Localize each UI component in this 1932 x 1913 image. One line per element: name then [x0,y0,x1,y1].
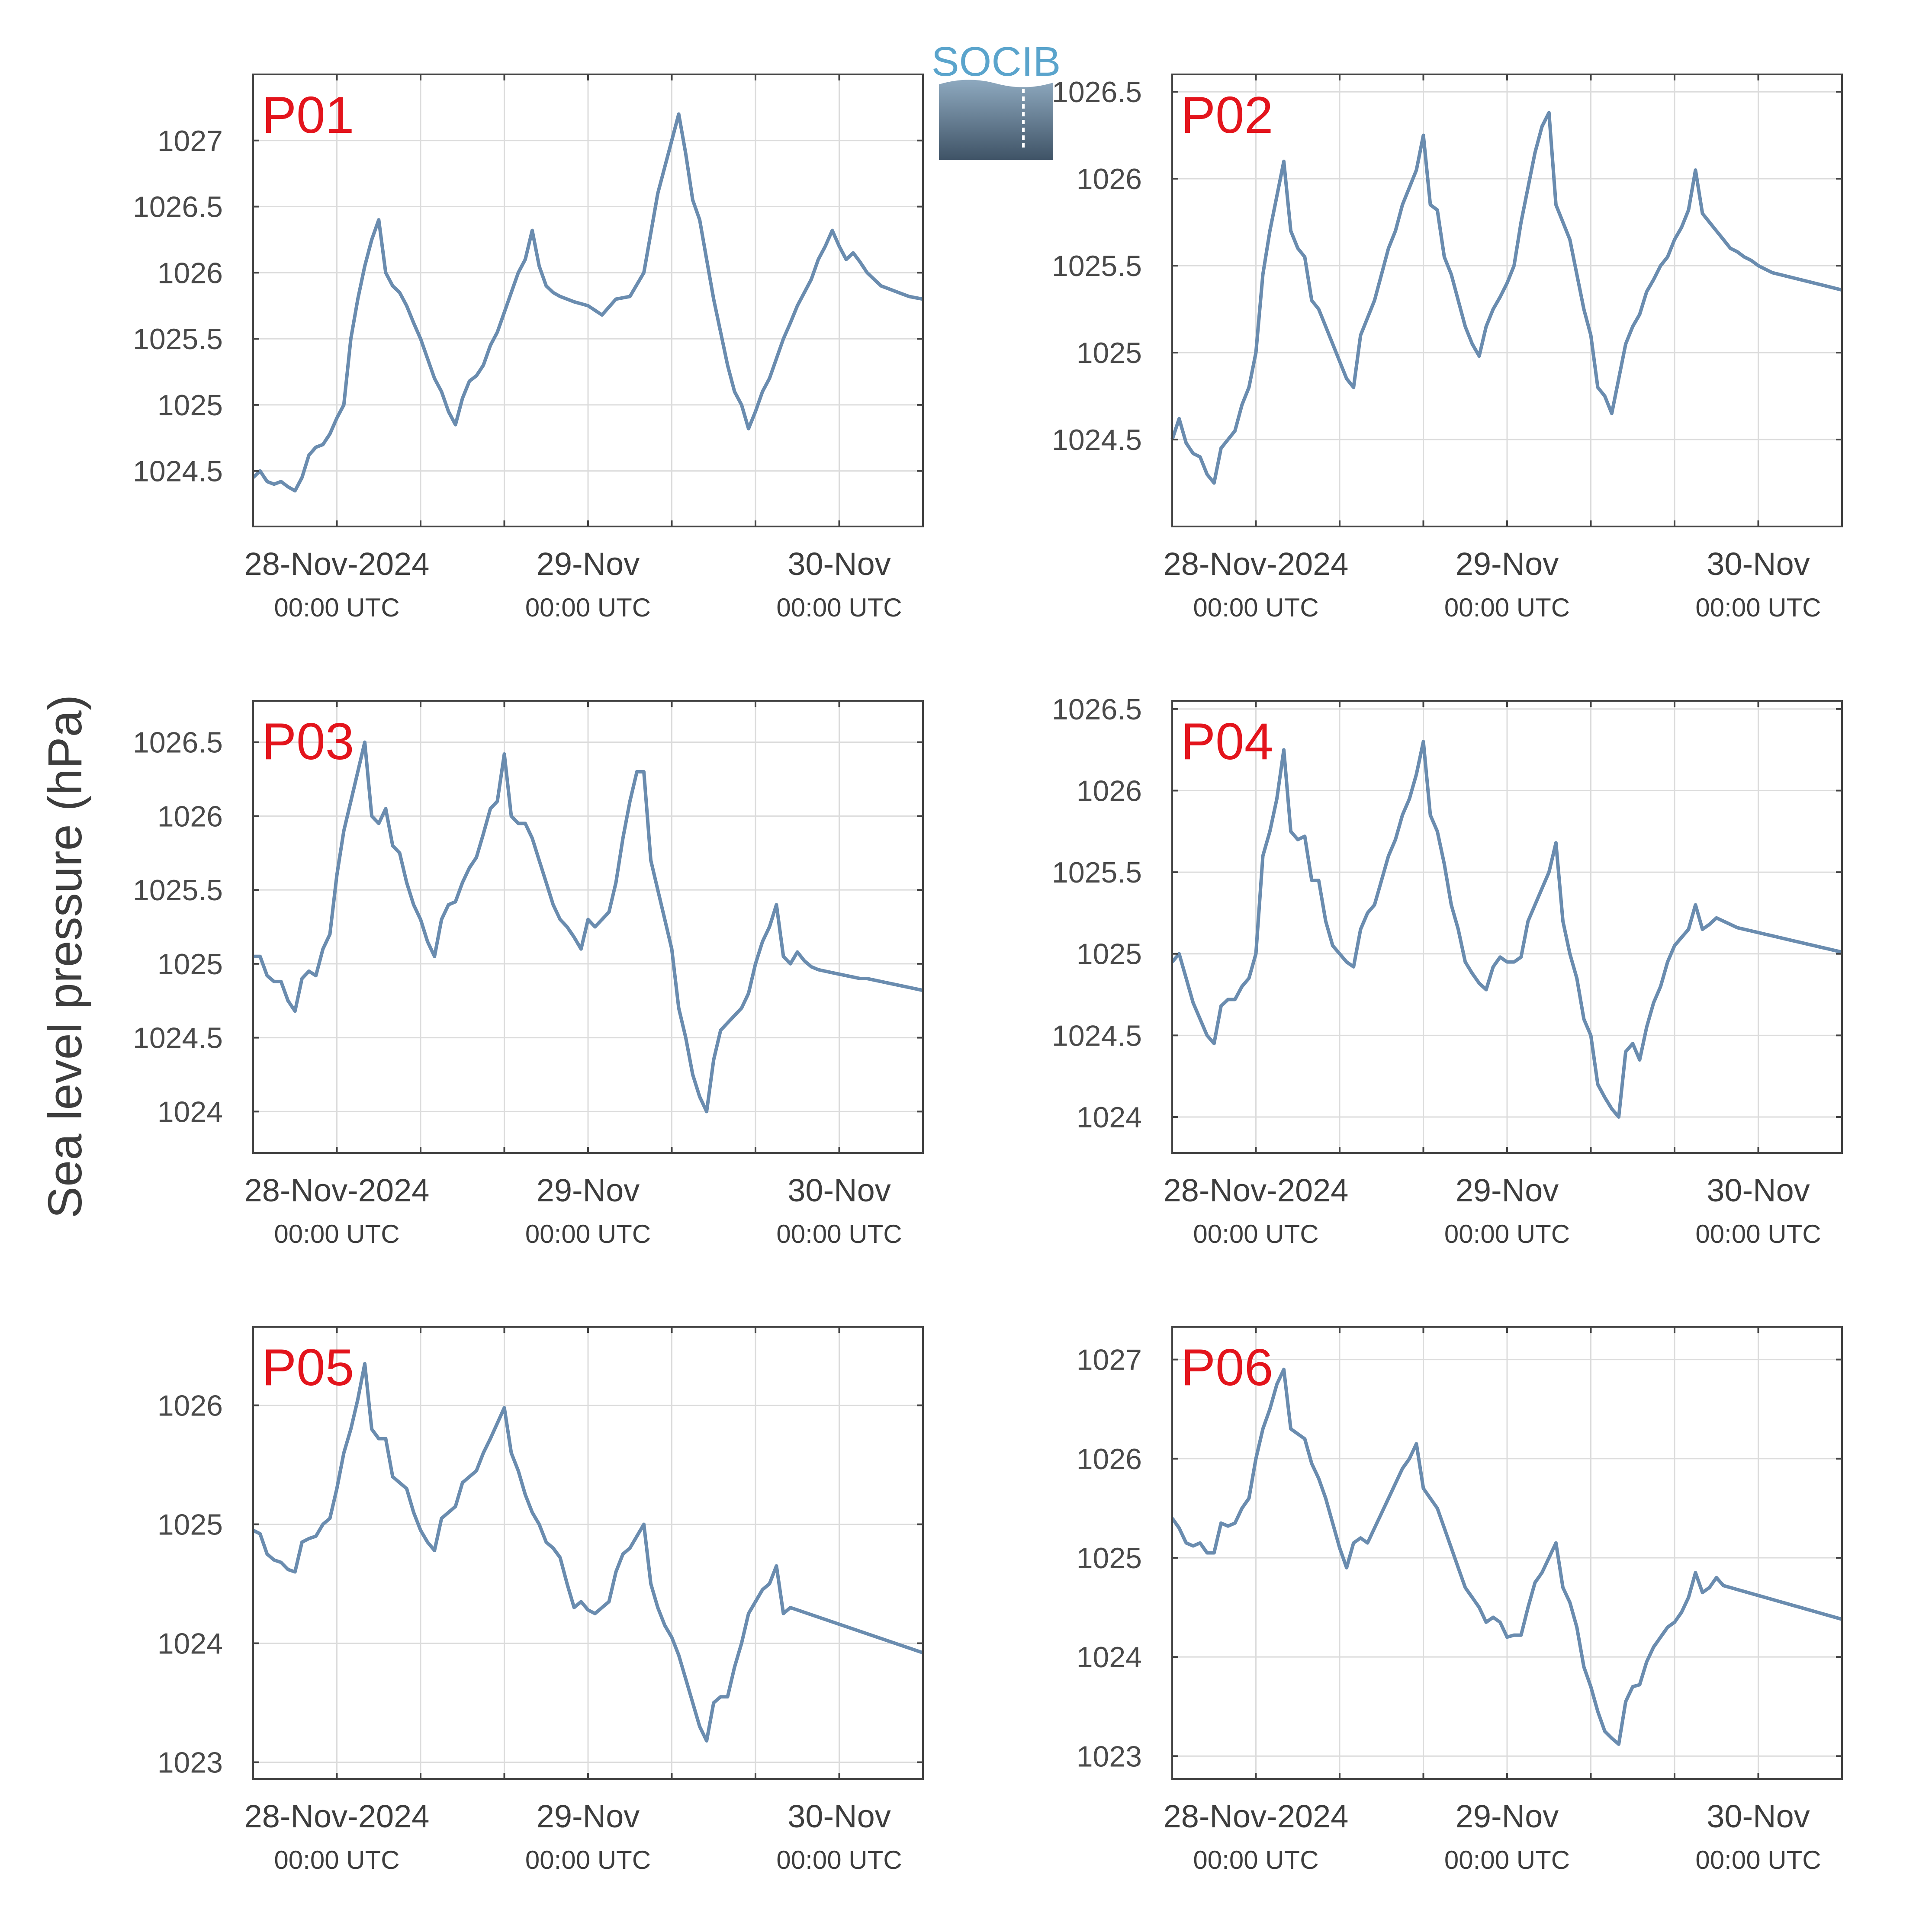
y-tick-label: 1024 [158,1627,223,1660]
series-line-p03 [253,740,923,1114]
panel-label: P04 [1181,713,1273,770]
socib-logo: SOCIB [932,39,1061,160]
x-tick-label: 29-Nov [537,1172,640,1208]
y-tick-label: 1024 [1077,1101,1142,1134]
y-tick-label: 1025 [158,1509,223,1541]
y-tick-label: 1025 [1077,337,1142,369]
x-tick-sublabel: 00:00 UTC [1695,1846,1821,1874]
y-tick-label: 1027 [158,125,223,157]
y-tick-label: 1025 [1077,938,1142,971]
x-tick-sublabel: 00:00 UTC [1193,1220,1318,1249]
panel-p06: 1023 1024 1025 1026 1027 28-Nov-2024 00:00 UTC… [1077,1326,1843,1874]
x-tick-label: 28-Nov-2024 [244,546,430,582]
y-tick-label: 1026 [1077,774,1142,807]
x-tick-sublabel: 00:00 UTC [1193,593,1318,622]
panel-label: P05 [262,1338,354,1396]
logo-wave-icon [939,80,1053,160]
x-tick-label: 30-Nov [1707,1798,1810,1834]
series-line-p02 [1170,111,1842,485]
panel-p03: 1024 1024.5 1025 1025.5 1026 1026.5 28-Nov-202… [133,700,924,1249]
x-tick-label: 29-Nov [1456,546,1559,582]
panels: 1024.5 1025 1025.5 1026 1026.5 1027 28-Nov-202… [133,74,1843,1874]
x-tick-label: 30-Nov [788,546,891,582]
x-tick-label: 29-Nov [1456,1172,1559,1208]
y-tick-label: 1026 [158,1390,223,1422]
x-tick-label: 30-Nov [1707,1172,1810,1208]
x-tick-sublabel: 00:00 UTC [776,1846,902,1874]
x-tick-label: 28-Nov-2024 [1164,546,1349,582]
y-tick-label: 1026.5 [1052,693,1142,726]
x-tick-label: 28-Nov-2024 [244,1798,430,1834]
x-tick-label: 28-Nov-2024 [1164,1798,1349,1834]
x-tick-sublabel: 00:00 UTC [525,1846,651,1874]
panel-label: P03 [262,713,354,770]
panel-label: P01 [262,86,354,144]
x-tick-label: 30-Nov [788,1798,891,1834]
panel-p02: 1024.5 1025 1025.5 1026 1026.5 28-Nov-2024 00:… [1052,74,1843,622]
y-tick-label: 1024.5 [1052,1019,1142,1052]
panel-p05: 1023 1024 1025 1026 28-Nov-2024 00:00 UTC 29-N… [158,1326,924,1874]
x-tick-sublabel: 00:00 UTC [274,593,399,622]
x-tick-sublabel: 00:00 UTC [525,1220,651,1249]
series-line-p01 [252,112,923,493]
logo-text: SOCIB [932,39,1061,85]
panel-p04: 1024 1024.5 1025 1025.5 1026 1026.5 28-Nov-202… [1052,693,1843,1249]
y-tick-label: 1024.5 [1052,424,1142,456]
x-tick-label: 30-Nov [1707,546,1810,582]
x-tick-sublabel: 00:00 UTC [1695,1220,1821,1249]
y-tick-label: 1023 [158,1746,223,1779]
x-tick-sublabel: 00:00 UTC [776,593,902,622]
x-tick-sublabel: 00:00 UTC [1193,1846,1318,1874]
y-tick-label: 1025 [158,948,223,981]
x-tick-label: 28-Nov-2024 [1164,1172,1349,1208]
y-tick-label: 1026 [1077,1443,1142,1476]
y-tick-label: 1025.5 [1052,856,1142,889]
y-tick-label: 1024.5 [133,455,223,488]
y-tick-label: 1026.5 [133,726,223,759]
y-tick-label: 1026.5 [133,191,223,224]
series-line-p06 [1170,1367,1843,1746]
x-tick-sublabel: 00:00 UTC [776,1220,902,1249]
y-tick-label: 1027 [1077,1344,1142,1377]
x-tick-label: 29-Nov [1456,1798,1559,1834]
y-tick-label: 1026 [158,800,223,833]
x-tick-label: 30-Nov [788,1172,891,1208]
x-tick-sublabel: 00:00 UTC [1444,593,1570,622]
y-tick-label: 1024.5 [133,1022,223,1055]
y-tick-label: 1026.5 [1052,76,1142,109]
x-tick-sublabel: 00:00 UTC [274,1220,399,1249]
y-tick-label: 1025.5 [1052,250,1142,282]
x-tick-label: 29-Nov [537,546,640,582]
x-tick-label: 28-Nov-2024 [244,1172,430,1208]
x-tick-label: 29-Nov [537,1798,640,1834]
y-tick-label: 1025 [158,389,223,422]
y-axis-label: Sea level pressure (hPa) [39,695,92,1219]
x-tick-sublabel: 00:00 UTC [1444,1220,1570,1249]
x-tick-sublabel: 00:00 UTC [525,593,651,622]
x-tick-sublabel: 00:00 UTC [274,1846,399,1874]
panel-label: P06 [1181,1338,1273,1396]
y-tick-label: 1025.5 [133,874,223,907]
y-tick-label: 1025.5 [133,323,223,356]
y-tick-label: 1024 [158,1095,223,1128]
y-tick-label: 1026 [1077,163,1142,196]
series-line-p04 [1170,740,1842,1119]
x-tick-sublabel: 00:00 UTC [1444,1846,1570,1874]
y-tick-label: 1023 [1077,1740,1142,1773]
y-tick-label: 1026 [158,257,223,289]
panel-p01: 1024.5 1025 1025.5 1026 1026.5 1027 28-Nov-202… [133,74,924,622]
series-line-p05 [252,1362,924,1743]
panel-label: P02 [1181,86,1273,144]
y-tick-label: 1024 [1077,1641,1142,1674]
x-tick-sublabel: 00:00 UTC [1695,593,1821,622]
y-tick-label: 1025 [1077,1542,1142,1575]
